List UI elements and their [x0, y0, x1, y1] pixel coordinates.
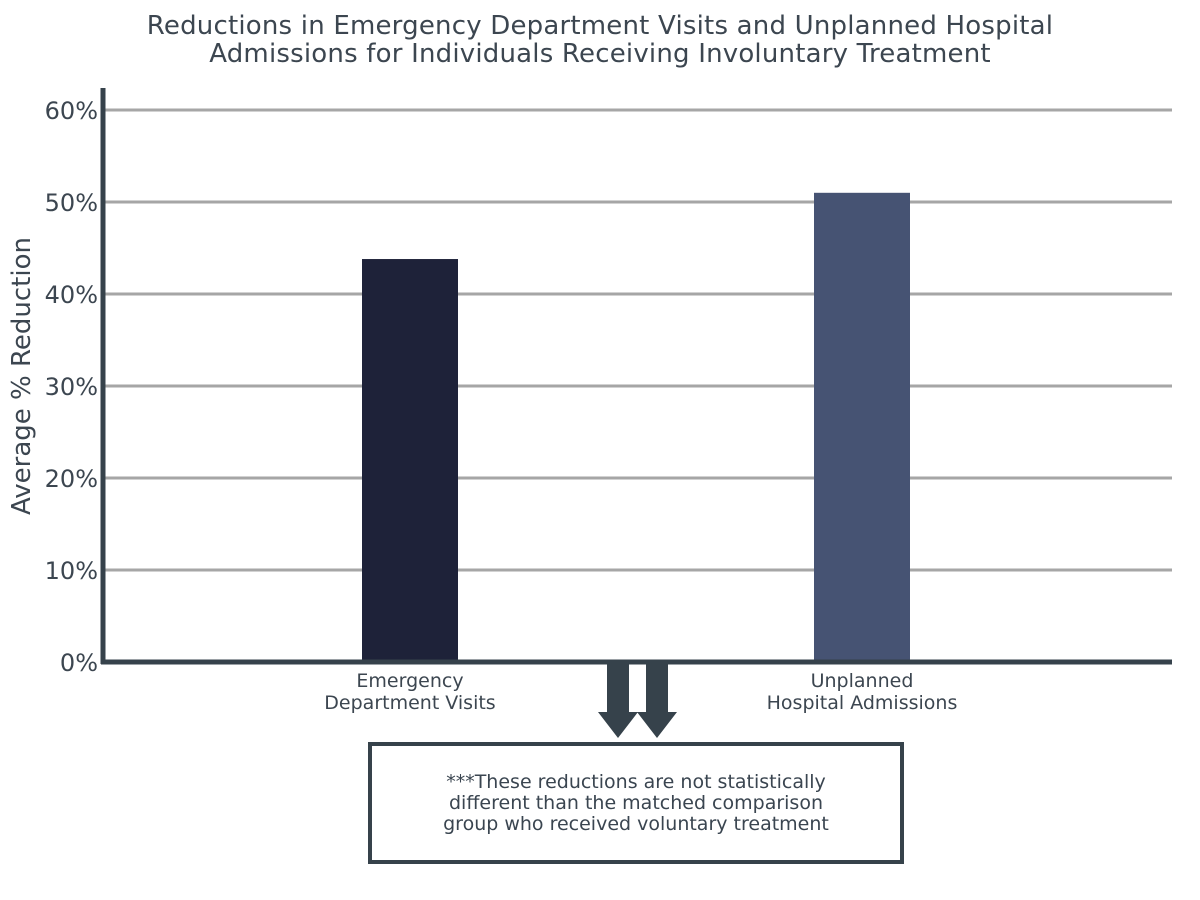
chart-title-line-2: Admissions for Individuals Receiving Inv…	[209, 39, 991, 69]
x-tick-label: Emergency	[356, 670, 463, 692]
y-tick-label: 0%	[60, 649, 98, 677]
chart-title: Reductions in Emergency Department Visit…	[0, 12, 1200, 68]
y-tick-label: 40%	[45, 281, 98, 309]
y-tick-label: 50%	[45, 189, 98, 217]
x-tick-label: Hospital Admissions	[767, 692, 958, 714]
annotation-box: ***These reductions are not statisticall…	[368, 742, 904, 864]
bar-1	[362, 259, 458, 662]
annotation-line-1: ***These reductions are not statisticall…	[446, 770, 826, 793]
y-tick-label: 30%	[45, 373, 98, 401]
annotation-line-3: group who received voluntary treatment	[443, 812, 829, 835]
y-tick-label: 10%	[45, 557, 98, 585]
x-tick-label: Department Visits	[324, 692, 495, 714]
bar-2	[814, 192, 910, 663]
chart-title-line-1: Reductions in Emergency Department Visit…	[146, 11, 1054, 41]
x-tick-label: Unplanned	[811, 670, 914, 692]
down-arrow-icon	[598, 664, 638, 738]
annotation-line-2: different than the matched comparison	[449, 791, 823, 814]
y-tick-label: 20%	[45, 465, 98, 493]
y-tick-label: 60%	[45, 97, 98, 125]
down-arrow-icon	[637, 664, 677, 738]
